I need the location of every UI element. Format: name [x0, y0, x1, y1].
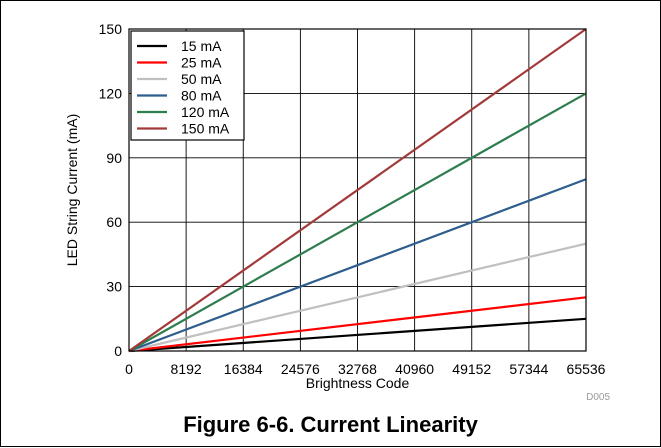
x-tick-label: 16384 — [224, 361, 263, 377]
x-tick-label: 40960 — [395, 361, 434, 377]
y-tick-label: 120 — [99, 85, 123, 101]
chart-series — [128, 28, 587, 353]
x-tick-label: 57344 — [509, 361, 548, 377]
series-line — [128, 242, 587, 353]
figure-code: D005 — [586, 392, 610, 403]
legend-label: 80 mA — [181, 88, 222, 104]
y-tick-label: 150 — [99, 21, 123, 37]
series-line — [128, 296, 587, 353]
x-tick-label: 0 — [125, 361, 133, 377]
x-tick-label: 8192 — [171, 361, 202, 377]
series-line — [128, 317, 587, 353]
legend-label: 25 mA — [181, 55, 222, 71]
legend-label: 120 mA — [181, 104, 230, 120]
figure-caption: Figure 6-6. Current Linearity — [183, 412, 478, 437]
legend-label: 50 mA — [181, 71, 222, 87]
x-tick-labels: 0 8192 16384 24576 32768 40960 49152 57344 65536 — [125, 361, 606, 377]
y-tick-label: 30 — [106, 279, 122, 295]
y-tick-label: 0 — [114, 343, 122, 359]
series-line — [128, 92, 587, 352]
x-tick-label: 24576 — [281, 361, 320, 377]
y-tick-label: 90 — [106, 150, 122, 166]
legend-box — [130, 30, 245, 141]
series-line — [128, 28, 587, 352]
x-tick-label: 65536 — [567, 361, 606, 377]
y-tick-labels: 0 30 60 90 120 150 — [99, 21, 123, 359]
plot-border — [128, 28, 587, 352]
legend-label: 15 mA — [181, 38, 222, 54]
x-tick-label: 32768 — [338, 361, 377, 377]
y-tick-label: 60 — [106, 214, 122, 230]
x-axis-label: Brightness Code — [306, 375, 410, 391]
x-tick-label: 49152 — [452, 361, 491, 377]
legend-label: 150 mA — [181, 121, 230, 137]
series-line — [128, 178, 587, 353]
y-axis-label: LED String Current (mA) — [64, 114, 80, 266]
top-border — [0, 0, 661, 1]
